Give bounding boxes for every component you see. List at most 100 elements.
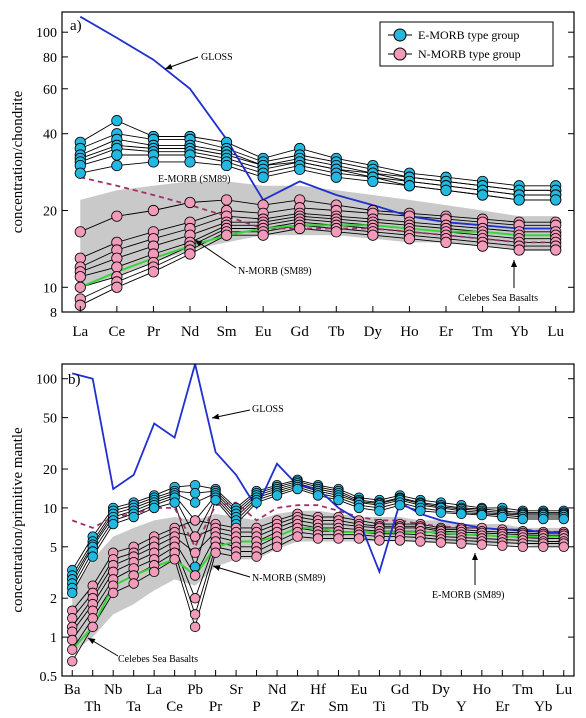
nmorb-sample-line-a-5 <box>80 218 556 278</box>
emorb-marker-b-6-Dy <box>435 507 447 518</box>
nmorb-marker-b-3-Pb <box>189 547 201 558</box>
nmorb-marker-b-7-Sr <box>230 551 242 562</box>
emorb-marker-b-6-Ti <box>374 505 385 516</box>
emorb-marker-a-7-Eu <box>257 171 269 183</box>
ree-chondrite-panel: 8 10 20 40 60 80 100 La Ce Pr Nd Sm Eu Gd Tb Dy Ho Er Tm Yb… <box>10 11 575 340</box>
plot-frame-a <box>61 11 575 313</box>
emorb-marker-b-6-Nb <box>107 518 119 530</box>
x-tick-label-a-Lu: Lu <box>547 324 564 340</box>
y-tick-label-b-5: 5 <box>50 541 57 556</box>
emorb-marker-b-6-Tm <box>517 513 529 525</box>
y-tick-label-a-8: 8 <box>50 306 57 321</box>
nmorb-marker-a-8-Ho <box>403 233 416 245</box>
x-tick-label-a-Ho: Ho <box>400 324 418 340</box>
emorb-marker-b-3-Pb <box>189 497 201 508</box>
emorb-marker-b-6-P <box>251 497 262 508</box>
nmorb-marker-b-7-Yb <box>538 541 549 553</box>
nmorb-marker-a-5-Ce <box>111 261 123 273</box>
y-tick-label-a-80: 80 <box>43 51 57 66</box>
x-tick-label-a-Ce: Ce <box>109 324 126 340</box>
x-tick-label-b-Yb: Yb <box>534 699 552 715</box>
emorb-marker-b-6-Ho <box>476 509 488 521</box>
x-tick-label-b-Zr: Zr <box>290 699 304 715</box>
gloss-arrow-a <box>164 56 199 70</box>
x-tick-label-b-Ho: Ho <box>473 682 491 698</box>
x-tick-label-b-Nd: Nd <box>268 682 287 698</box>
emorb-sm89-curve-a <box>80 176 556 244</box>
emorb-marker-b-6-Ce <box>169 497 180 508</box>
x-tick-label-b-Sr: Sr <box>229 682 242 698</box>
nmorb-sample-line-a-3 <box>80 212 556 268</box>
nmorb-marker-a-6-La <box>74 281 86 293</box>
x-tick-label-a-Gd: Gd <box>291 324 310 340</box>
emorb-marker-b-6-Y <box>456 508 467 520</box>
gloss-curve-a <box>79 15 556 230</box>
celebes-sea-basalts-band-a <box>80 181 556 288</box>
reference-curves-a <box>79 15 556 289</box>
nmorb-sample-lines-a <box>80 199 556 306</box>
emorb-marker-b-6-Zr <box>292 483 303 495</box>
nmorb-marker-b-7-Ce <box>169 554 180 565</box>
emorb-sample-line-a-1 <box>80 120 556 187</box>
x-tick-label-b-Eu: Eu <box>351 682 368 698</box>
nmorb-marker-b-7-Hf <box>312 533 324 544</box>
nmorb-marker-b-7-Gd <box>394 535 406 546</box>
y-tick-label-b-50: 50 <box>43 412 57 427</box>
y-tick-label-a-10: 10 <box>43 281 57 296</box>
emorb-ref-label-a: E-MORB (SM89) <box>158 174 231 185</box>
nmorb-marker-b-5-Ba <box>67 634 78 646</box>
nmorb-marker-a-8-Tm <box>476 240 489 252</box>
nmorb-marker-b-7-P <box>251 551 262 562</box>
emorb-marker-b-6-Nd <box>271 490 283 501</box>
nmorb-marker-b-2-Pb <box>189 531 201 542</box>
nmorb-marker-b-7-Lu <box>558 541 569 553</box>
emorb-marker-b-6-Hf <box>312 490 324 501</box>
emorb-marker-a-7-Nd <box>184 156 196 168</box>
x-tick-label-a-Eu: Eu <box>255 324 272 340</box>
x-tick-label-b-Dy: Dy <box>432 682 451 698</box>
emorb-marker-b-6-Lu <box>558 513 569 525</box>
nmorb-marker-b-7-Nb <box>107 587 119 599</box>
x-tick-label-b-Lu: Lu <box>555 682 572 698</box>
y-tick-label-a-60: 60 <box>43 83 57 98</box>
y-tick-label-b-20: 20 <box>43 463 57 478</box>
nmorb-sample-line-a-6 <box>80 221 556 288</box>
nmorb-marker-a-8-Dy <box>367 229 379 241</box>
nmorb-marker-b-7-Ti <box>374 535 385 546</box>
y-tick-label-b-10: 10 <box>43 502 57 517</box>
nmorb-marker-b-7-Pr <box>210 547 221 558</box>
nmorb-marker-b-7-Nd <box>271 541 283 553</box>
emorb-marker-a-7-Sm <box>220 159 233 172</box>
y-tick-label-a-100: 100 <box>36 26 57 41</box>
nmorb-marker-a-1-Ce <box>111 210 123 222</box>
nmorb-marker-a-1-Nd <box>184 196 196 209</box>
emorb-marker-a-7-La <box>74 167 86 179</box>
x-tick-label-b-Nb: Nb <box>104 682 122 698</box>
gloss-arrow-b <box>211 409 251 420</box>
emorb-marker-b-6-Sm <box>333 494 344 506</box>
emorb-marker-b-6-La <box>148 502 160 514</box>
nmorb-marker-a-8-Ce <box>111 281 123 293</box>
x-tick-label-b-Ba: Ba <box>64 682 81 698</box>
nmorb-marker-b-7-Eu <box>353 533 365 544</box>
x-tick-label-b-Hf: Hf <box>310 682 326 698</box>
y-tick-label-b-100: 100 <box>36 373 57 388</box>
plot-frame-b <box>61 363 575 677</box>
legend-label-emorb: E-MORB type group <box>418 28 519 42</box>
celebes-band-polygon-b <box>72 510 564 654</box>
emorb-sample-line-a-7 <box>80 161 556 201</box>
nmorb-ref-arrow-a <box>194 239 237 269</box>
nmorb-marker-b-6-Pb <box>189 609 201 620</box>
emorb-marker-a-7-Tm <box>476 189 489 201</box>
nmorb-marker-a-8-Er <box>440 236 452 248</box>
emorb-marker-a-7-Dy <box>367 175 379 188</box>
emorb-marker-b-6-Yb <box>538 513 549 525</box>
emorb-marker-b-6-Pr <box>210 494 221 506</box>
x-tick-label-b-Gd: Gd <box>391 682 410 698</box>
y-tick-label-a-20: 20 <box>43 204 57 219</box>
nmorb-ref-arrow-b <box>212 565 251 578</box>
emorb-ref-label-b: E-MORB (SM89) <box>432 590 505 601</box>
y-tick-label-b-2: 2 <box>50 592 57 607</box>
nmorb-sample-line-a-2 <box>80 207 556 259</box>
